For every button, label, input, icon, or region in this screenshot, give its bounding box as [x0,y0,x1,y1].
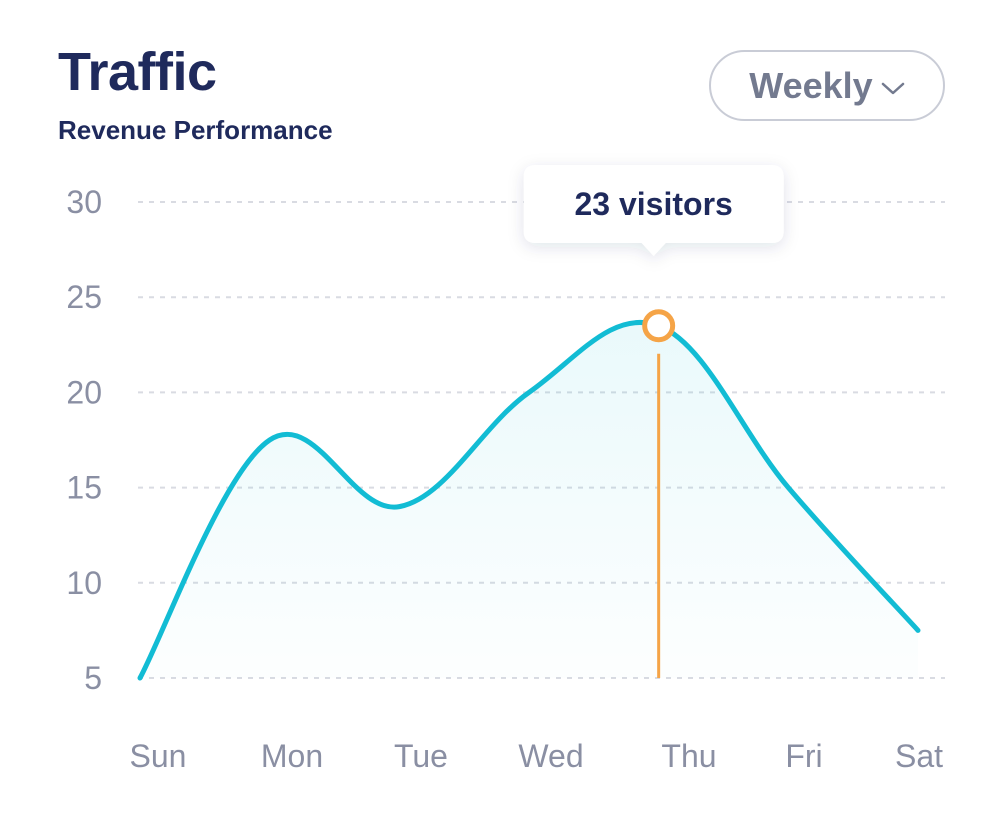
data-point[interactable] [137,675,143,681]
period-dropdown-label: Weekly [749,64,873,106]
series-area [140,322,918,678]
period-dropdown[interactable]: Weekly [709,50,945,121]
x-tick-label: Fri [785,738,822,774]
y-tick-label: 15 [66,470,102,506]
x-tick-label: Sun [130,738,187,774]
chart-title: Traffic [58,42,217,102]
y-tick-label: 20 [66,374,102,410]
tooltip-box [523,165,784,256]
data-point[interactable] [526,389,532,395]
data-point[interactable] [396,504,402,510]
x-tick-label: Thu [661,738,716,774]
series-visitors [137,319,921,681]
y-axis-ticks: 5 10 15 20 25 30 [66,184,102,696]
y-tick-label: 30 [66,184,102,220]
highlight-group: 23 visitors [523,165,784,678]
x-tick-label: Mon [261,738,323,774]
chevron-down-icon [881,82,904,94]
x-tick-label: Wed [518,738,583,774]
data-point[interactable] [915,627,921,633]
y-tick-label: 5 [84,660,102,696]
x-tick-label: Tue [394,738,448,774]
tooltip-label: 23 visitors [575,186,733,222]
data-point[interactable] [267,437,273,443]
data-point[interactable] [785,485,791,491]
y-tick-label: 10 [66,565,102,601]
x-tick-label: Sat [895,738,943,774]
y-tick-label: 25 [66,279,102,315]
tooltip [523,165,784,256]
highlight-point[interactable] [642,309,676,343]
chart-subtitle: Revenue Performance [58,115,333,145]
series-line [137,319,921,681]
x-axis-ticks: Sun Mon Tue Wed Thu Fri Sat [130,738,944,774]
